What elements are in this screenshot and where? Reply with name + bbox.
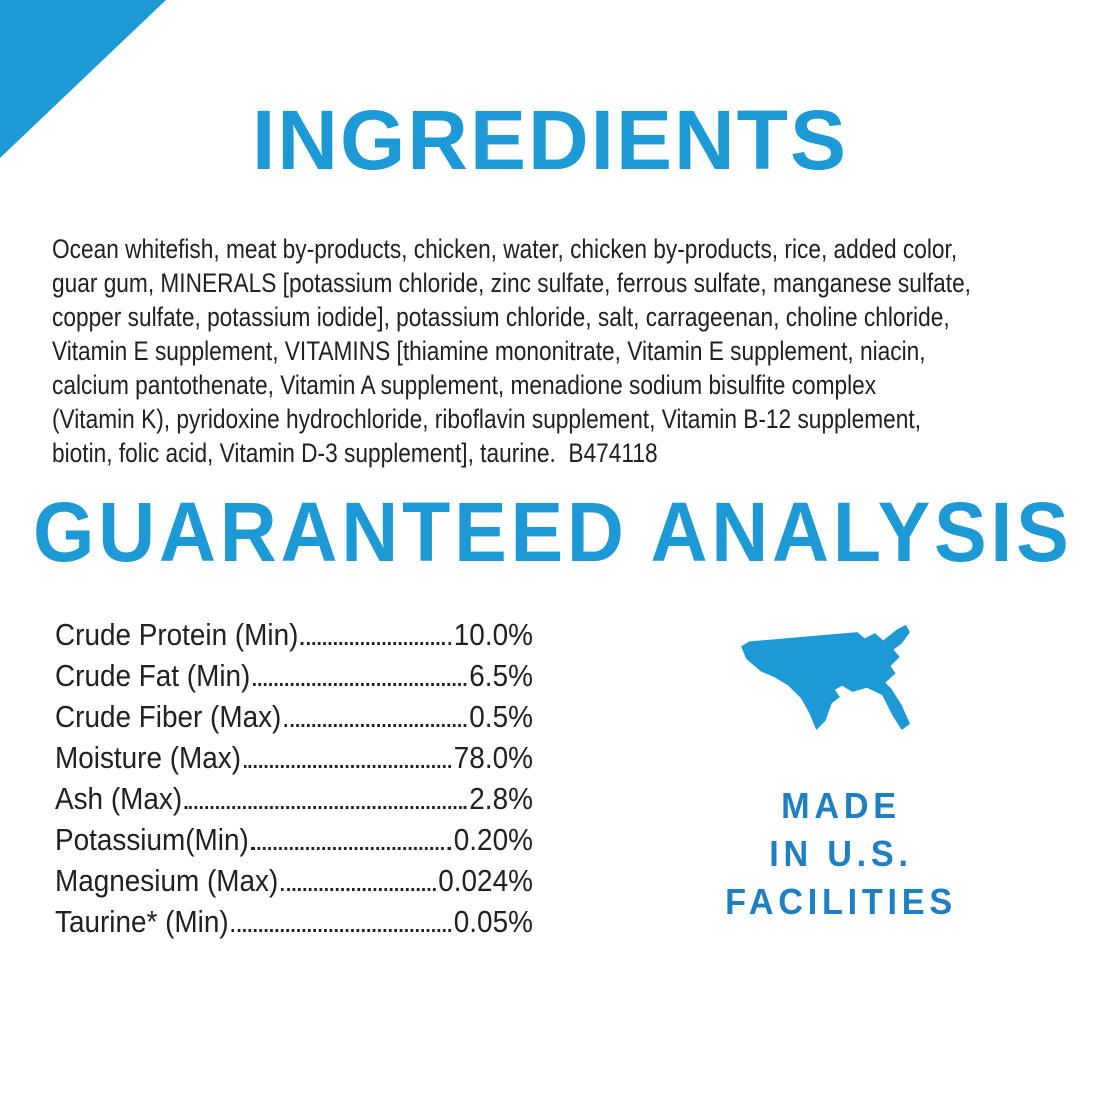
ingredients-line: guar gum, MINERALS [potassium chloride, …: [52, 268, 971, 298]
usa-map-icon: [741, 624, 911, 730]
dotted-leader: [231, 929, 452, 932]
analysis-row: Moisture (Max) 78.0%: [55, 735, 533, 776]
analysis-row: Crude Protein (Min) 10.0%: [55, 612, 533, 653]
analysis-row-label: Crude Protein (Min): [55, 617, 299, 652]
dotted-leader: [253, 683, 467, 686]
analysis-row: Taurine* (Min) 0.05%: [55, 899, 533, 940]
guaranteed-analysis-table: Crude Protein (Min) 10.0% Crude Fat (Min…: [55, 612, 533, 940]
analysis-row-value: 0.20%: [453, 822, 533, 857]
analysis-row-value: 0.05%: [453, 904, 533, 939]
ingredients-line: (Vitamin K), pyridoxine hydrochloride, r…: [52, 404, 922, 434]
analysis-row: Potassium(Min) 0.20%: [55, 817, 533, 858]
analysis-row-value: 0.024%: [438, 863, 533, 898]
ingredients-paragraph: Ocean whitefish, meat by-products, chick…: [52, 232, 971, 470]
dotted-leader: [243, 765, 452, 768]
analysis-row-value: 0.5%: [469, 699, 533, 734]
corner-triangle-decoration: [0, 0, 166, 158]
analysis-row-label: Crude Fiber (Max): [55, 699, 282, 734]
guaranteed-analysis-title: GUARANTEED ANALYSIS: [33, 485, 1073, 579]
ingredients-line: Ocean whitefish, meat by-products, chick…: [52, 234, 958, 264]
ingredients-line: Vitamin E supplement, VITAMINS [thiamine…: [52, 336, 926, 366]
analysis-row-label: Crude Fat (Min): [55, 658, 251, 693]
analysis-row-label: Potassium(Min): [55, 822, 249, 857]
analysis-row: Magnesium (Max) 0.024%: [55, 858, 533, 899]
analysis-row-label: Ash (Max): [55, 781, 183, 816]
analysis-row-value: 10.0%: [453, 617, 533, 652]
analysis-row-value: 6.5%: [469, 658, 533, 693]
dotted-leader: [280, 888, 436, 891]
analysis-row: Crude Fiber (Max) 0.5%: [55, 694, 533, 735]
made-in-line: IN U.S.: [769, 833, 913, 874]
analysis-row: Crude Fat (Min) 6.5%: [55, 653, 533, 694]
analysis-row-value: 2.8%: [469, 781, 533, 816]
analysis-row: Ash (Max) 2.8%: [55, 776, 533, 817]
made-in-us-block: MADE IN U.S. FACILITIES: [711, 622, 971, 926]
dotted-leader: [184, 806, 467, 809]
ingredients-line: copper sulfate, potassium iodide], potas…: [52, 302, 950, 332]
analysis-row-label: Taurine* (Min): [55, 904, 229, 939]
made-in-us-text: MADE IN U.S. FACILITIES: [718, 782, 965, 926]
analysis-row-label: Magnesium (Max): [55, 863, 279, 898]
ingredients-title: INGREDIENTS: [251, 93, 849, 187]
dotted-leader: [284, 724, 467, 727]
usa-map-shape: [741, 624, 911, 730]
made-in-line: MADE: [781, 785, 901, 826]
analysis-row-value: 78.0%: [453, 740, 533, 775]
dotted-leader: [301, 642, 452, 645]
made-in-line: FACILITIES: [725, 881, 957, 922]
dotted-leader: [251, 847, 452, 850]
ingredients-line: calcium pantothenate, Vitamin A suppleme…: [52, 370, 877, 400]
analysis-row-label: Moisture (Max): [55, 740, 242, 775]
ingredients-line: biotin, folic acid, Vitamin D-3 suppleme…: [52, 438, 658, 468]
